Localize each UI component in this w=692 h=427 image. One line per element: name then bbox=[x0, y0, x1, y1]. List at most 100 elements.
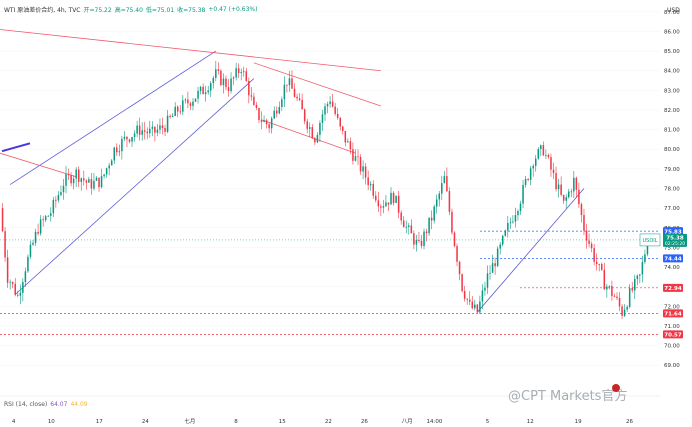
y-tick-label: 80.00 bbox=[664, 147, 680, 153]
candle bbox=[250, 95, 253, 97]
candle bbox=[329, 101, 331, 104]
candle bbox=[453, 232, 456, 247]
x-tick-label: 5 bbox=[486, 419, 490, 425]
candle bbox=[578, 189, 580, 205]
x-tick-label: 七月 bbox=[184, 417, 195, 425]
candle bbox=[481, 290, 484, 302]
candle bbox=[4, 231, 6, 258]
x-tick-label: 17 bbox=[96, 419, 103, 425]
candle bbox=[364, 166, 367, 178]
watermark: @CPT Markets官方 bbox=[508, 389, 628, 404]
candle bbox=[583, 215, 585, 231]
rsi-label: RSI (14, close) bbox=[4, 401, 48, 408]
candle bbox=[293, 88, 296, 97]
rsi-legend[interactable]: RSI (14, close) 64.07 44.09 bbox=[4, 401, 88, 408]
candle bbox=[80, 178, 83, 182]
candle bbox=[291, 78, 293, 89]
candle bbox=[471, 301, 474, 309]
candle bbox=[72, 178, 75, 184]
candle bbox=[118, 151, 121, 153]
candle bbox=[22, 282, 24, 293]
candle bbox=[562, 194, 565, 201]
candle bbox=[39, 219, 42, 234]
y-tick-label: 82.00 bbox=[664, 108, 680, 114]
candle bbox=[504, 230, 507, 236]
candle bbox=[227, 87, 230, 92]
candle bbox=[397, 195, 400, 213]
candle bbox=[275, 110, 278, 114]
candle bbox=[50, 213, 52, 216]
candle bbox=[463, 291, 466, 299]
candle bbox=[113, 147, 116, 161]
candle bbox=[215, 69, 217, 78]
candle bbox=[85, 180, 88, 183]
candle bbox=[362, 166, 364, 172]
symbol-title[interactable]: WTI 原油差价合约, 4h, TVC bbox=[4, 7, 81, 14]
candle bbox=[6, 257, 9, 283]
level-value: 72.94 bbox=[664, 286, 682, 292]
candle bbox=[270, 118, 273, 129]
candle bbox=[641, 262, 644, 275]
candle bbox=[222, 78, 225, 86]
candle bbox=[11, 281, 14, 284]
candle bbox=[237, 68, 240, 73]
candle bbox=[433, 206, 435, 221]
candle bbox=[413, 233, 415, 245]
candle bbox=[309, 127, 311, 129]
trend-line[interactable] bbox=[9, 50, 217, 185]
candle bbox=[55, 199, 57, 201]
candle bbox=[476, 304, 479, 313]
candle bbox=[9, 281, 11, 283]
trend-line[interactable] bbox=[0, 29, 381, 72]
trend-line[interactable] bbox=[0, 152, 77, 178]
candle bbox=[342, 126, 344, 131]
candle bbox=[98, 177, 100, 188]
candle bbox=[232, 77, 235, 79]
candle bbox=[509, 222, 512, 224]
candle bbox=[199, 86, 202, 91]
candle bbox=[430, 217, 433, 221]
price-axis-panel[interactable] bbox=[660, 0, 692, 427]
candle bbox=[557, 184, 560, 190]
candle bbox=[133, 133, 136, 138]
candle bbox=[621, 306, 623, 316]
candle bbox=[220, 70, 222, 86]
level-tag bbox=[663, 283, 683, 292]
candle bbox=[550, 157, 552, 170]
candle bbox=[281, 99, 283, 107]
candle bbox=[156, 129, 159, 133]
candle bbox=[136, 125, 138, 134]
candle bbox=[534, 158, 537, 166]
candle bbox=[217, 69, 220, 71]
trend-line[interactable] bbox=[253, 62, 381, 107]
candle bbox=[628, 288, 631, 307]
candle bbox=[1, 208, 4, 232]
candle bbox=[324, 106, 326, 115]
candle bbox=[484, 287, 486, 291]
change-value: +0.47 (+0.63%) bbox=[208, 6, 258, 13]
candle bbox=[372, 184, 375, 196]
candle bbox=[47, 215, 50, 217]
trend-line[interactable] bbox=[261, 119, 356, 154]
candle bbox=[489, 272, 491, 274]
candle bbox=[611, 286, 613, 296]
drawing-marker[interactable] bbox=[1, 142, 31, 153]
candle bbox=[123, 136, 126, 139]
candle bbox=[65, 174, 67, 186]
candle bbox=[517, 211, 519, 216]
candle bbox=[248, 80, 250, 96]
candle bbox=[230, 78, 232, 92]
y-tick-label: 70.00 bbox=[664, 344, 680, 350]
candle bbox=[161, 125, 164, 129]
candle bbox=[151, 126, 154, 129]
candle bbox=[278, 106, 281, 114]
candle bbox=[57, 195, 60, 201]
candle bbox=[646, 245, 649, 255]
candle bbox=[468, 299, 471, 302]
candle bbox=[17, 294, 19, 296]
trend-line[interactable] bbox=[14, 78, 255, 295]
candle bbox=[438, 193, 441, 200]
trend-line[interactable] bbox=[477, 188, 585, 313]
candle bbox=[344, 130, 347, 143]
